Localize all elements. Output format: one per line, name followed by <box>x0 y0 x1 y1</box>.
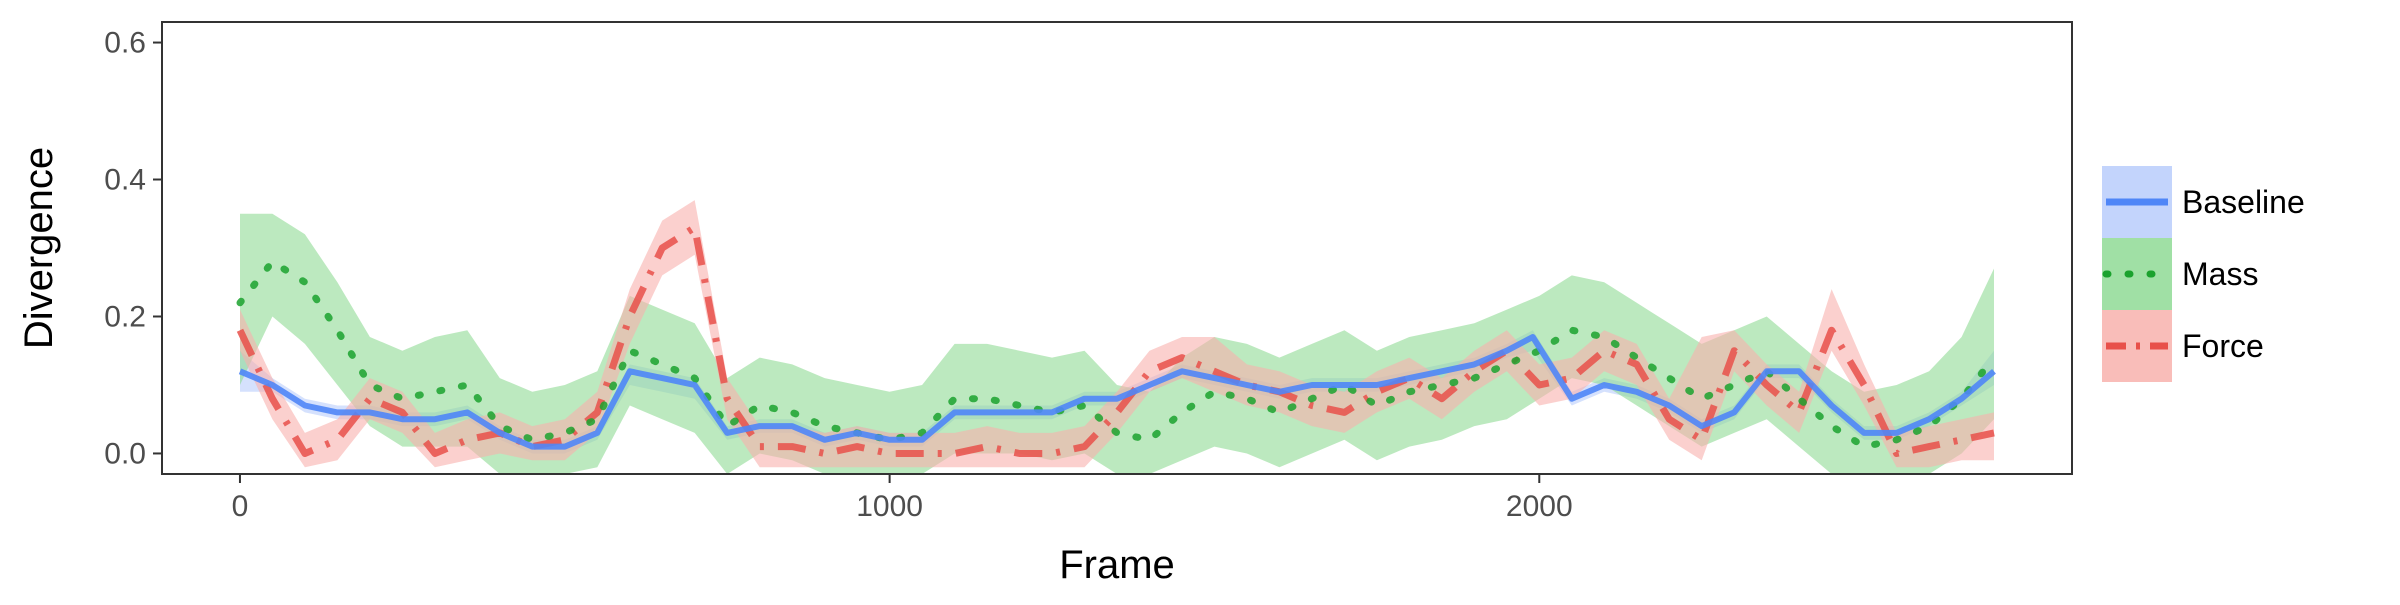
band-force <box>240 200 1994 468</box>
legend-label-mass: Mass <box>2182 256 2258 292</box>
x-tick-label: 2000 <box>1506 490 1573 523</box>
legend-label-baseline: Baseline <box>2182 184 2305 220</box>
legend-item-force: Force <box>2102 310 2264 382</box>
legend-item-baseline: Baseline <box>2102 166 2305 238</box>
y-tick-label: 0.0 <box>104 437 146 470</box>
legend-key-mass <box>2102 238 2172 310</box>
x-tick-label: 1000 <box>856 490 923 523</box>
y-tick-label: 0.4 <box>104 164 146 197</box>
y-tick-label: 0.6 <box>104 27 146 60</box>
legend-label-force: Force <box>2182 328 2264 364</box>
axes: 0 1000 2000 0.0 0.2 0.4 0.6 <box>104 27 1572 523</box>
y-tick-label: 0.2 <box>104 300 146 333</box>
x-axis-title: Frame <box>1059 543 1175 587</box>
band-mass <box>240 213 1994 475</box>
confidence-bands <box>240 200 1994 475</box>
series-lines <box>236 224 1998 457</box>
legend-item-mass: Mass <box>2102 238 2258 310</box>
legend: Baseline Mass Force <box>2102 166 2305 382</box>
plot-panel-border <box>161 21 2073 475</box>
x-tick-label: 0 <box>232 490 249 523</box>
series-line-baseline <box>238 334 1996 450</box>
series-line-mass <box>236 258 1998 451</box>
y-axis-title: Divergence <box>17 147 61 349</box>
